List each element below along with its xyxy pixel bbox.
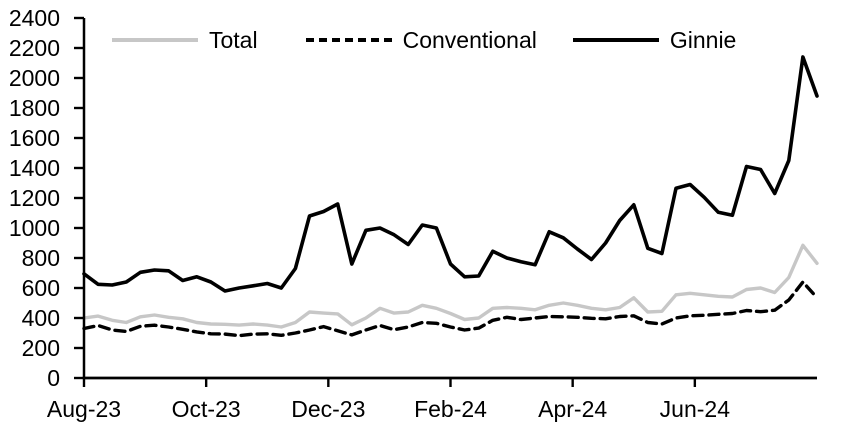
y-tick-label: 1200 <box>9 185 60 211</box>
legend-line-sample-conventional <box>305 38 392 42</box>
y-tick-label: 1600 <box>9 125 60 151</box>
y-tick-label: 0 <box>47 365 60 391</box>
x-tick-label: Dec-23 <box>291 396 365 422</box>
legend-line-sample-total <box>112 38 198 42</box>
y-tick-label: 800 <box>22 245 60 271</box>
legend-item-total: Total <box>112 27 258 53</box>
x-tick-label: Aug-23 <box>47 396 121 422</box>
x-tick-label: Feb-24 <box>414 396 487 422</box>
x-tick-label: Jun-24 <box>660 396 731 422</box>
chart-legend: Total Conventional Ginnie <box>112 27 736 53</box>
x-tick-label: Apr-24 <box>538 396 607 422</box>
y-tick-label: 600 <box>22 275 60 301</box>
legend-line-sample-ginnie <box>572 38 659 42</box>
y-tick-label: 1800 <box>9 95 60 121</box>
series-line-ginnie <box>82 55 819 293</box>
legend-item-ginnie: Ginnie <box>572 27 737 53</box>
y-tick-label: 200 <box>22 335 60 361</box>
y-tick-label: 2200 <box>9 35 60 61</box>
y-tick-label: 2400 <box>9 5 60 31</box>
series-line-total <box>82 243 819 329</box>
y-tick-label: 1000 <box>9 215 60 241</box>
legend-label: Conventional <box>402 27 537 53</box>
legend-label: Ginnie <box>669 27 737 53</box>
y-tick-label: 400 <box>22 305 60 331</box>
y-tick-label: 1400 <box>9 155 60 181</box>
legend-label: Total <box>209 27 258 53</box>
legend-item-conventional: Conventional <box>305 27 537 53</box>
y-tick-label: 2000 <box>9 65 60 91</box>
series-line-conventional <box>82 280 819 338</box>
x-tick-label: Oct-23 <box>172 396 241 422</box>
